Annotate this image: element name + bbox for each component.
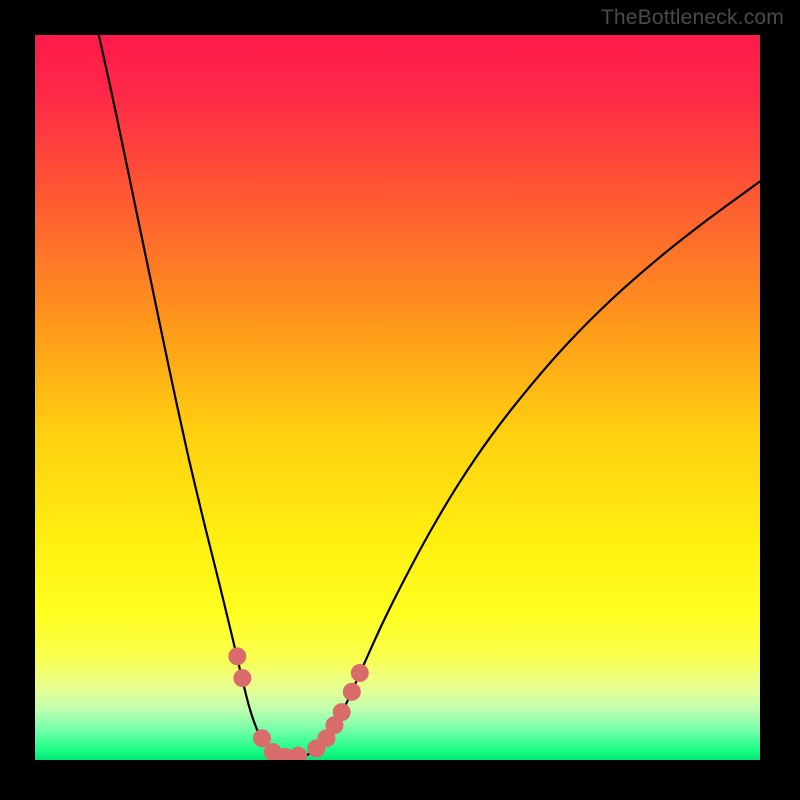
chart-container: TheBottleneck.com	[0, 0, 800, 800]
data-marker	[233, 669, 251, 687]
curve-layer	[35, 35, 760, 760]
data-marker	[351, 664, 369, 682]
data-marker	[343, 683, 361, 701]
data-marker	[289, 747, 307, 760]
data-marker	[228, 647, 246, 665]
v-curve	[99, 35, 760, 758]
data-marker	[333, 703, 351, 721]
plot-area	[35, 35, 760, 760]
watermark-text: TheBottleneck.com	[601, 6, 784, 30]
